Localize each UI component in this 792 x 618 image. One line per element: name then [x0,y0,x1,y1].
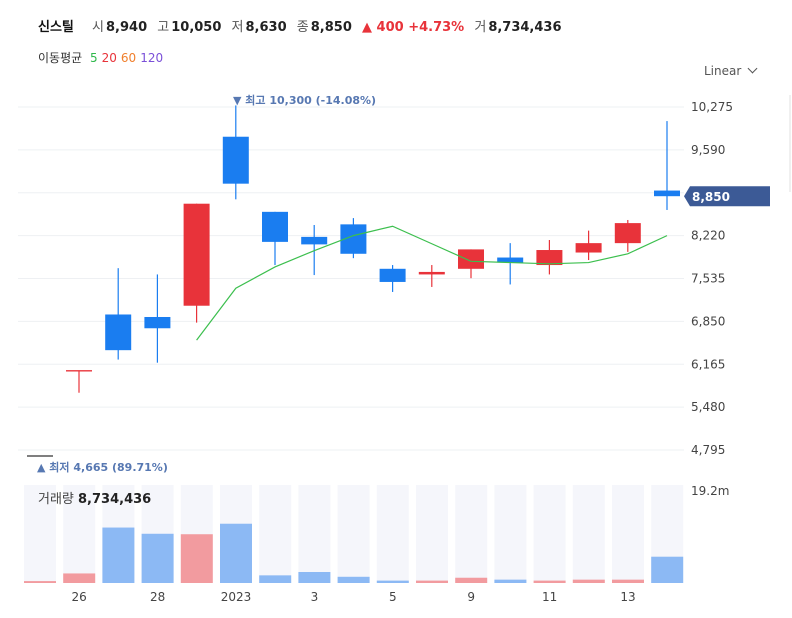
volume-bg [533,485,566,583]
volume-bar[interactable] [337,576,370,583]
volume-label: 거래량 8,734,436 [38,492,151,507]
price-tick-label: 6,850 [691,314,725,328]
ma5-line [196,225,668,341]
price-tick-label: 4,795 [691,443,725,457]
x-tick-label: 13 [620,590,635,604]
volume-bar[interactable] [298,572,331,583]
candle-body[interactable] [262,211,288,242]
x-tick-label: 28 [150,590,165,604]
candle-body[interactable] [379,268,406,282]
volume-bar[interactable] [376,580,409,583]
price-tick-label: 8,220 [691,229,725,243]
close-value: 8,850 [310,20,352,35]
candle-body[interactable] [340,224,367,254]
chevron-down-icon [747,63,758,74]
volume-bar[interactable] [102,527,135,583]
volume-bar[interactable] [572,579,605,583]
high-value: 10,050 [171,20,222,35]
open-value: 8,940 [106,20,148,35]
candle-body[interactable] [614,223,641,244]
price-tick-label: 9,590 [691,143,725,157]
scale-value: Linear [704,64,742,78]
volume-total-value: 8,734,436 [78,492,151,507]
x-tick-label: 3 [311,590,319,604]
volume-bar[interactable] [63,573,96,583]
high-label: 고 [157,20,170,35]
candle-body[interactable] [575,243,602,253]
moving-average-period-5[interactable]: 5 [90,51,98,65]
volume-bg [572,485,605,583]
moving-average-period-60[interactable]: 60 [120,51,137,65]
last-price-tag [684,186,770,207]
x-tick-label: 9 [467,590,475,604]
candle-body[interactable] [183,203,210,306]
change-value: ▲ 400 +4.73% [362,20,465,35]
moving-average-label: 이동평균 [38,51,83,65]
volume-bg [455,485,488,583]
low-value: 8,630 [245,20,287,35]
x-tick-label: 5 [389,590,397,604]
volume-bar[interactable] [141,533,174,583]
volume-value: 8,734,436 [488,20,562,35]
volume-bg [141,485,174,583]
open-label: 시 [92,20,104,35]
volume-bar[interactable] [651,556,684,583]
low-marker: ▲ 최저 4,665 (89.71%) [37,460,168,474]
price-tick-label: 7,535 [691,272,725,286]
candle-body[interactable] [536,250,563,266]
volume-bar[interactable] [494,579,527,583]
volume-bg [63,485,96,583]
scale-dropdown[interactable]: Linear [704,63,758,78]
volume-bg [651,485,684,583]
volume-label: 거 [474,20,487,35]
volume-bar[interactable] [259,575,292,583]
price-tick-label: 6,165 [691,357,725,371]
x-tick-label: 26 [72,590,87,604]
candle-body[interactable] [418,271,445,275]
moving-average-period-120[interactable]: 120 [140,51,164,65]
x-tick-label: 11 [542,590,557,604]
price-tick-label: 8,905 [691,186,725,200]
price-header: 신스틸 시 8,940 고 10,050 저 8,630 종 8,850 ▲ 400 +… [38,16,562,35]
volume-bg [259,485,292,583]
moving-average-legend[interactable]: 이동평균 5 20 60 120 [38,49,171,66]
candle-body[interactable] [301,236,328,245]
volume-bar[interactable] [533,580,566,583]
volume-tick-label: 19.2m [691,484,729,498]
volume-bg [102,485,135,583]
candle-body[interactable] [222,136,249,184]
volume-bg [298,485,331,583]
candle-body[interactable] [105,314,132,351]
volume-bg [376,485,409,583]
volume-bg [416,485,448,583]
volume-bar[interactable] [455,577,488,583]
volume-bg [24,485,56,583]
volume-bar[interactable] [220,523,252,583]
volume-bg [494,485,527,583]
high-marker: ▼ 최고 10,300 (-14.08%) [233,93,376,107]
volume-bar[interactable] [24,581,56,583]
stock-name: 신스틸 [38,20,74,35]
volume-bar[interactable] [180,534,213,583]
low-label: 저 [231,20,244,35]
volume-bar[interactable] [612,579,644,583]
moving-average-period-20[interactable]: 20 [101,51,117,65]
last-price-label: 8,850 [692,190,730,204]
candle-body[interactable] [654,190,680,197]
volume-bg [180,485,213,583]
candle-body[interactable] [497,257,524,263]
close-label: 종 [296,20,309,35]
x-tick-label: 2023 [221,590,252,604]
volume-bg [337,485,370,583]
price-tick-label: 10,275 [691,100,733,114]
candle-body[interactable] [458,249,484,269]
volume-bar[interactable] [416,580,448,583]
candle-body[interactable] [144,316,171,329]
volume-bg [220,485,252,583]
price-tick-label: 5,480 [691,400,725,414]
volume-bg [612,485,644,583]
